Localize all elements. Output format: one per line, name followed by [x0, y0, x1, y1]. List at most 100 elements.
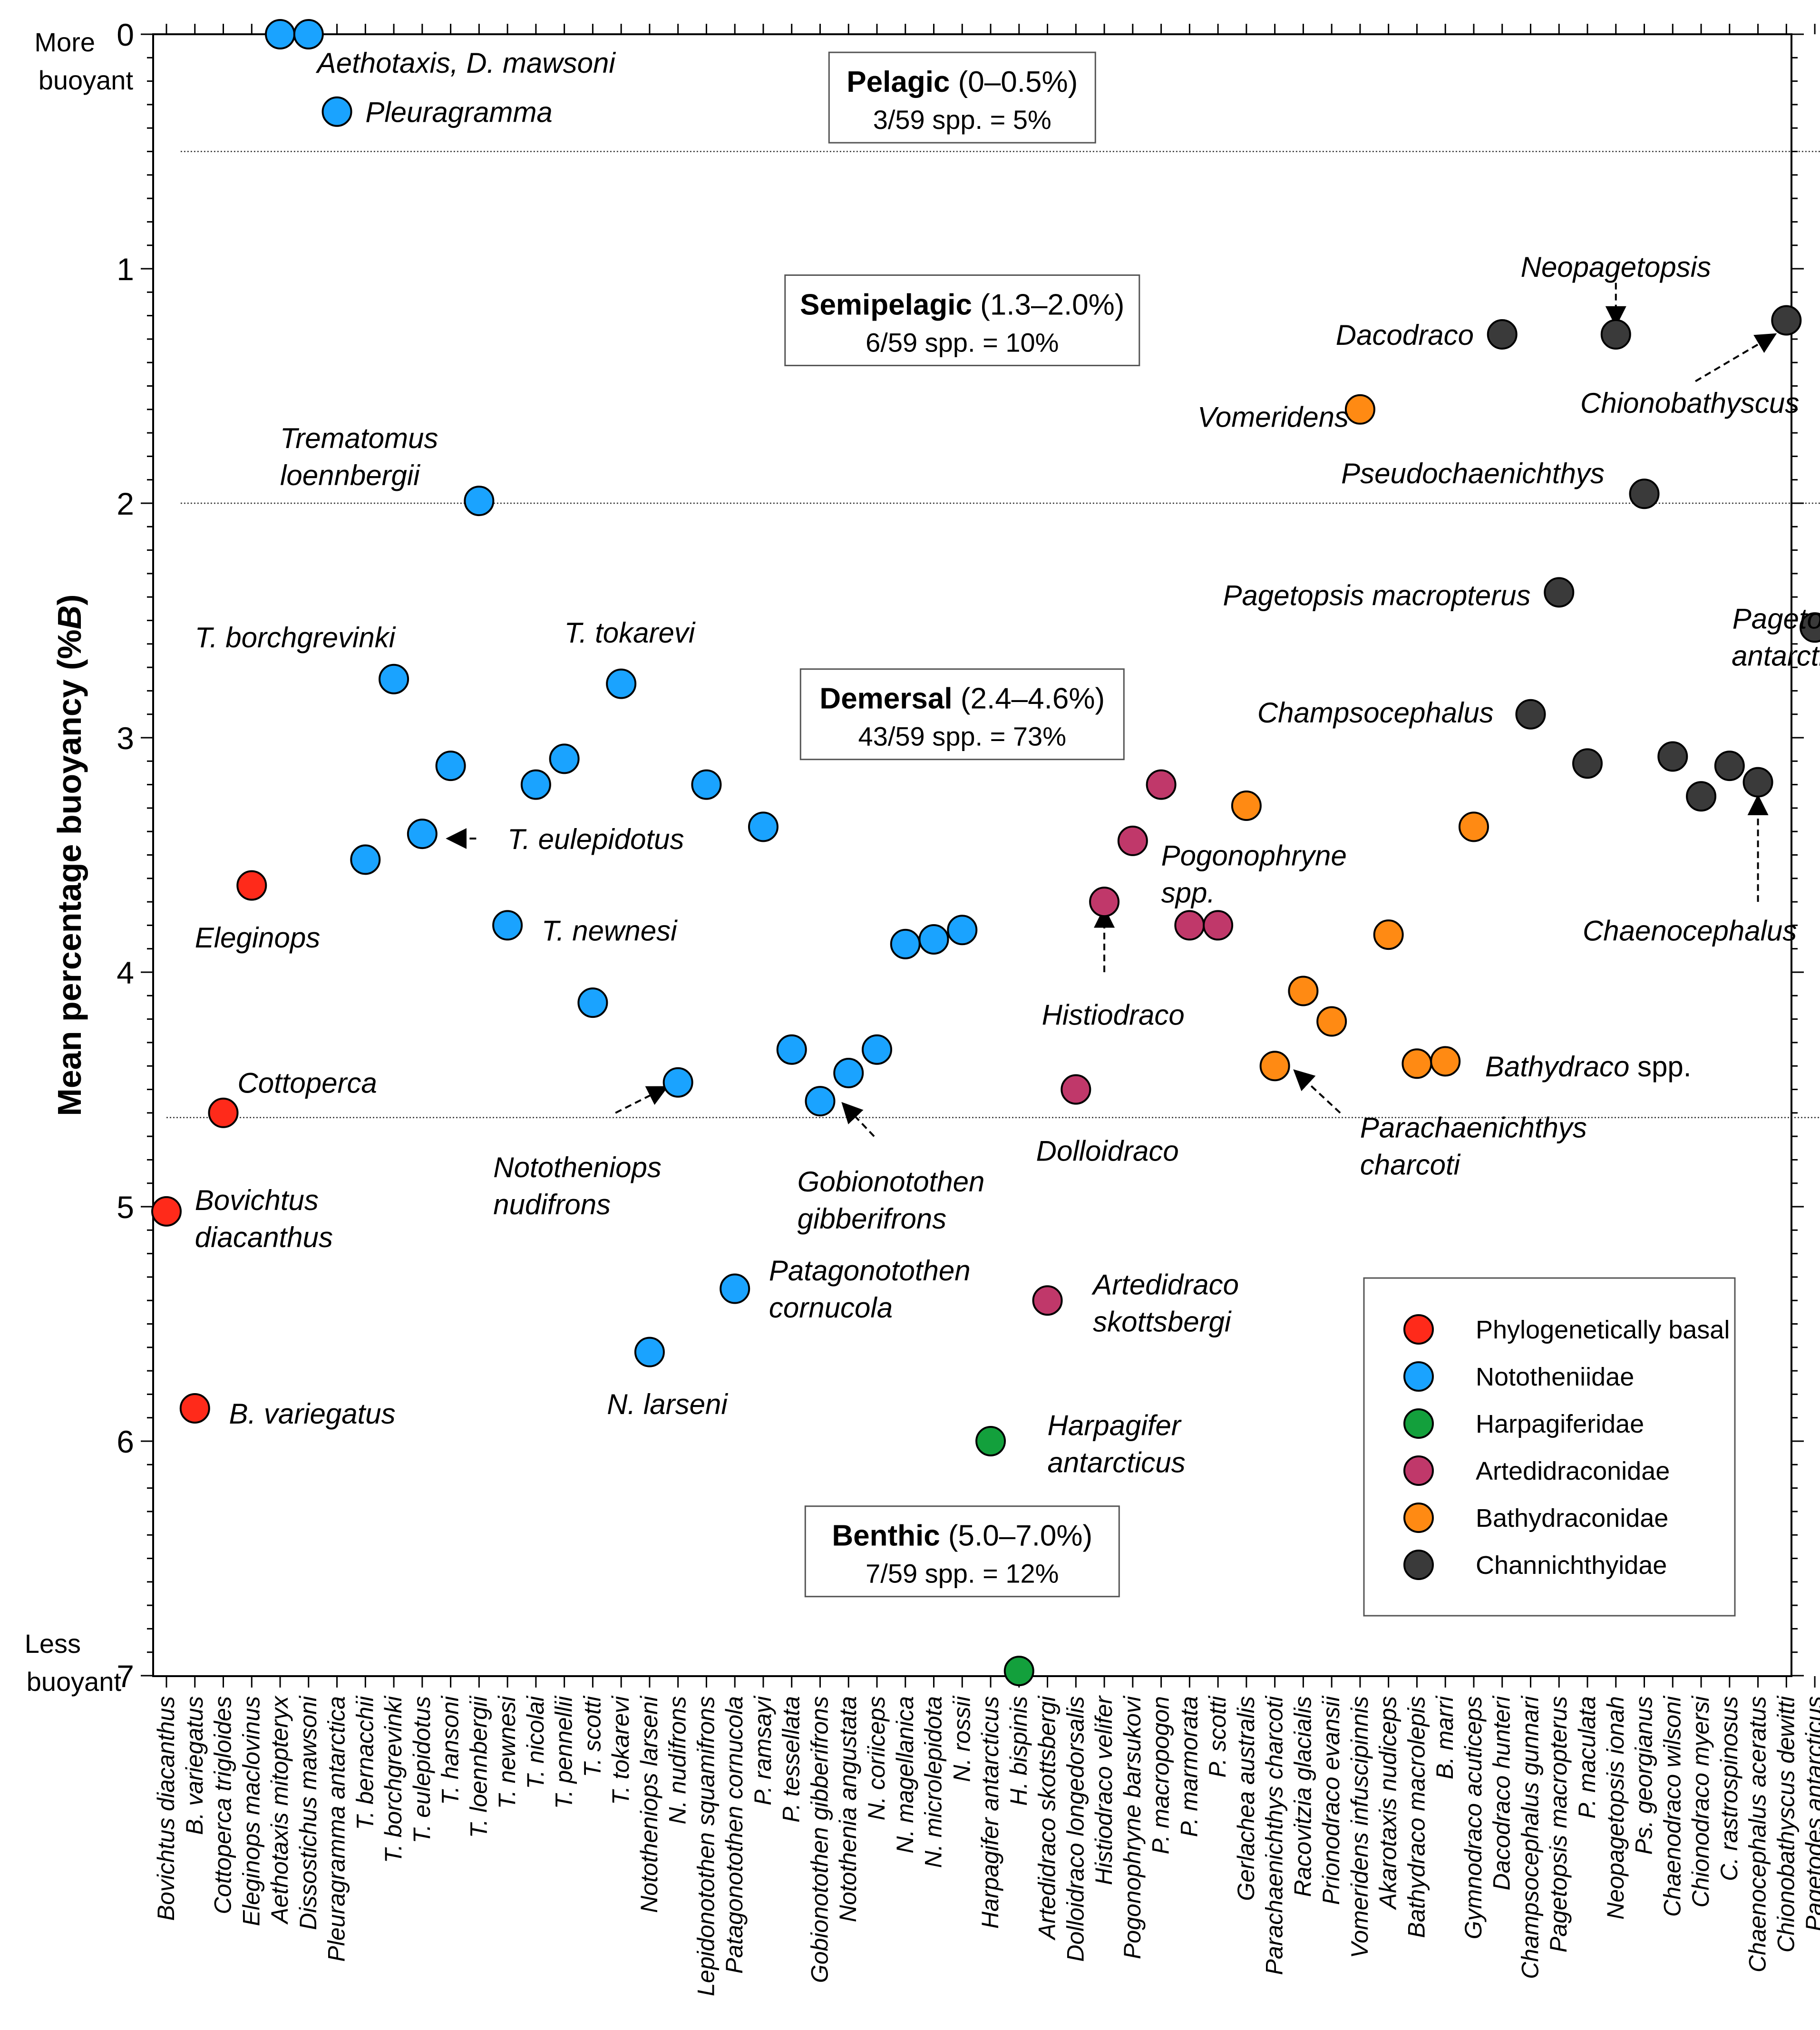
zone-name: Pelagic — [847, 66, 950, 98]
x-category-label: P. tessellata — [778, 1696, 805, 1823]
point-channichthyidae — [1657, 741, 1688, 772]
x-category-label: Neopagetopsis ionah — [1602, 1696, 1629, 1920]
point-artedidraconidae — [1089, 887, 1120, 917]
legend-label-harpagiferidae: Harpagiferidae — [1476, 1410, 1644, 1438]
point-nototheniidae — [805, 1086, 836, 1117]
x-category-label: Gobionotothen gibberifrons — [806, 1696, 833, 1983]
y-tick-label: 5 — [117, 1190, 134, 1225]
point-artedidraconidae — [1061, 1074, 1091, 1105]
zone-range: (2.4–4.6%) — [953, 683, 1105, 715]
x-category-label: T. eulepidotus — [409, 1696, 435, 1844]
x-category-label: Pogonophryne barsukovi — [1119, 1695, 1146, 1959]
y-axis-title: Mean percentage buoyancy (%B) — [51, 595, 88, 1116]
legend: Phylogenetically basal Nototheniidae Harpa… — [1363, 1277, 1736, 1617]
point-phylogenetically-basal — [151, 1196, 182, 1227]
x-category-label: H. bispinis — [1005, 1696, 1032, 1806]
annotation-label: antarcticus — [1732, 640, 1820, 672]
legend-label-nototheniidae: Nototheniidae — [1476, 1363, 1634, 1391]
y-tick-label: 4 — [117, 955, 134, 990]
x-axis: Bovichtus diacanthus B. variegatus Cottope… — [153, 24, 1820, 1996]
point-phylogenetically-basal — [236, 870, 267, 901]
legend-marker-phylogenetically-basal — [1403, 1314, 1434, 1345]
annotation-label: Dacodraco — [1336, 319, 1474, 351]
annotation-label: cornucola — [769, 1292, 893, 1324]
x-category-label: N. nudifrons — [664, 1696, 691, 1825]
x-category-label: N. microlepidota — [920, 1696, 947, 1868]
annotation-label: spp. — [1161, 877, 1215, 909]
annotation-label: Vomeridens — [1197, 401, 1349, 433]
annotation-label: T. newnesi — [542, 915, 678, 947]
y-tick-label: 1 — [117, 252, 134, 287]
point-channichthyidae — [1572, 748, 1603, 779]
x-category-label: Lepidonotothen squamifrons — [692, 1696, 719, 1996]
point-nototheniidae — [321, 96, 352, 127]
zone-box-semipelagic — [784, 274, 1140, 366]
point-nototheniidae — [379, 664, 409, 694]
point-bathydraconidae — [1401, 1048, 1432, 1079]
point-channichthyidae — [1714, 751, 1745, 781]
x-category-label: P. maculata — [1574, 1696, 1600, 1819]
x-category-label: C. rastrospinosus — [1716, 1696, 1742, 1881]
x-category-label: Chaenodraco wilsoni — [1659, 1695, 1685, 1917]
point-nototheniidae — [862, 1034, 892, 1065]
point-bathydraconidae — [1344, 394, 1375, 425]
point-nototheniidae — [606, 668, 637, 699]
legend-label-phylogenetically-basal: Phylogenetically basal — [1476, 1316, 1730, 1344]
x-category-label: T. borchgrevinki — [380, 1695, 407, 1863]
point-channichthyidae — [1515, 699, 1546, 730]
zone-range: (0–0.5%) — [950, 66, 1078, 98]
annotation-label: Nototheniops — [493, 1152, 662, 1183]
x-category-label: Aethotaxis mitopteryx — [266, 1695, 293, 1925]
annotation-arrow-2 — [841, 1102, 875, 1137]
point-nototheniidae — [464, 486, 495, 517]
point-nototheniidae — [293, 19, 324, 49]
zone-range: (5.0–7.0%) — [940, 1520, 1093, 1552]
point-nototheniidae — [350, 844, 381, 875]
y-tick-label: 7 — [117, 1659, 134, 1694]
annotation-label: Artedidraco — [1091, 1269, 1239, 1301]
annotation-label: gibberifrons — [798, 1203, 947, 1235]
annotation-label: Histiodraco — [1042, 999, 1185, 1031]
legend-label-artedidraconidae: Artedidraconidae — [1476, 1457, 1670, 1485]
annotation-label: Pogonophryne — [1161, 840, 1347, 872]
x-category-label: Nototheniops larseni — [636, 1695, 662, 1913]
zone-count-semipelagic: 6/59 spp. = 10% — [866, 327, 1059, 357]
annotation-suffix: spp. — [1629, 1051, 1691, 1083]
x-category-label: Pagetopsis macropterus — [1545, 1696, 1572, 1952]
point-nototheniidae — [520, 769, 551, 800]
annotation-label: Bathydraco spp. — [1485, 1051, 1692, 1083]
zone-title-pelagic: Pelagic (0–0.5%) — [847, 66, 1078, 98]
x-category-label: Champsocephalus gunnari — [1517, 1695, 1543, 1979]
annotation-label: loennbergii — [280, 459, 420, 491]
x-category-label: N. coriiceps — [863, 1696, 890, 1820]
point-bathydraconidae — [1430, 1046, 1461, 1077]
x-category-label: Patagonotothen cornucola — [721, 1696, 748, 1974]
x-category-label: Dolloidraco longedorsalis — [1062, 1696, 1089, 1962]
annotation-label: charcoti — [1360, 1149, 1461, 1181]
annotation-label: Pleuragramma — [365, 97, 553, 128]
point-harpagiferidae — [975, 1426, 1006, 1456]
legend-marker-channichthyidae — [1403, 1550, 1434, 1580]
x-category-label: Pleuragramma antarctica — [323, 1696, 350, 1962]
x-category-label: N. magellanica — [892, 1696, 918, 1854]
x-category-label: Chionodraco myersi — [1687, 1695, 1714, 1908]
annotation-label: Chionobathyscus — [1580, 387, 1799, 419]
annotation-label: Dolloidraco — [1036, 1135, 1179, 1167]
point-nototheniidae — [634, 1337, 665, 1367]
zone-boxes: Pelagic (0–0.5%) 3/59 spp. = 5% Semipelagi… — [784, 51, 1140, 1598]
zone-count-benthic: 7/59 spp. = 12% — [866, 1559, 1059, 1589]
annotation-label: Aethotaxis, D. mawsoni — [316, 47, 616, 79]
x-category-label: Histiodraco velifer — [1090, 1695, 1117, 1885]
point-bathydraconidae — [1231, 790, 1262, 821]
x-category-label: Eleginops maclovinus — [238, 1696, 264, 1926]
point-nototheniidae — [720, 1273, 750, 1304]
annotation-label: T. eulepidotus — [507, 823, 684, 855]
x-category-label: N. rossii — [948, 1695, 975, 1782]
x-category-label: Chaenocephalus aceratus — [1744, 1696, 1771, 1972]
y-axis: 0 1 2 3 4 5 6 7 — [117, 17, 1804, 1694]
annotation-label: Pagetodes — [1732, 603, 1820, 635]
x-category-label: Cottoperca trigloides — [210, 1696, 236, 1914]
point-nototheniidae — [947, 915, 978, 946]
annotation-label: Chaenocephalus — [1583, 915, 1797, 947]
